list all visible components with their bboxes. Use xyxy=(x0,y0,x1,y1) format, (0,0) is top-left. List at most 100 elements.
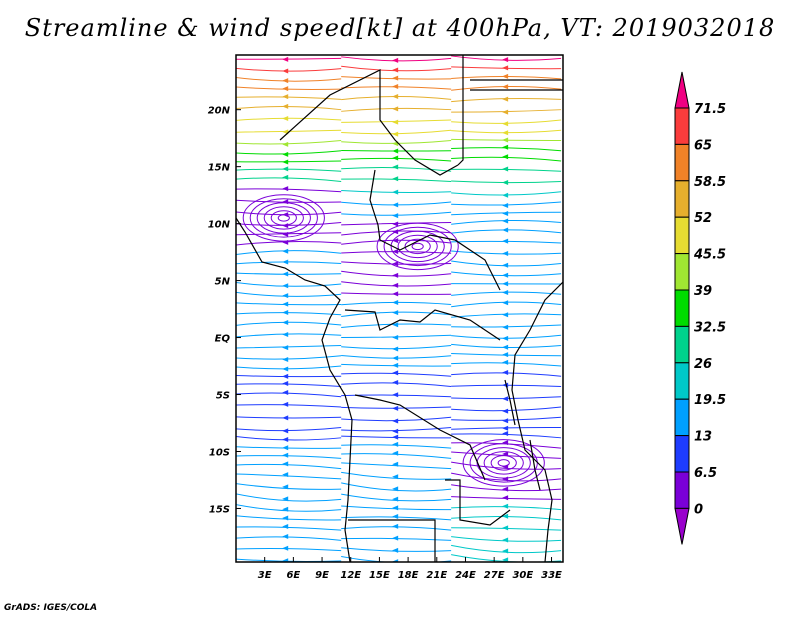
streamline-arrow xyxy=(502,431,509,437)
streamline-arrow xyxy=(282,496,289,502)
streamline-arrow xyxy=(502,202,509,208)
streamline-arrow xyxy=(392,272,399,278)
streamline-arrow xyxy=(502,324,509,330)
streamline-arrow xyxy=(392,148,399,154)
streamline-arrow xyxy=(392,346,399,352)
streamline-arrow xyxy=(502,335,509,341)
lon-tick-label: 12E xyxy=(340,570,361,581)
streamline-vortex xyxy=(376,222,459,271)
lon-tick-label: 30E xyxy=(512,570,533,581)
footer-credit: GrADS: IGES/COLA xyxy=(4,603,98,613)
streamline-arrow xyxy=(282,373,289,379)
streamline-arrow xyxy=(392,428,399,434)
streamline-arrow xyxy=(282,558,289,562)
streamline-vortex xyxy=(249,198,318,238)
border-congo xyxy=(344,309,501,481)
streamline-arrow xyxy=(392,249,399,255)
streamline-arrow xyxy=(282,68,289,74)
lon-tick-label: 33E xyxy=(541,570,562,581)
lat-tick-label: 20N xyxy=(208,106,231,117)
colorbar-label: 19.5 xyxy=(694,393,726,408)
streamline-arrow xyxy=(282,401,289,407)
border-angola xyxy=(348,479,511,562)
streamline-arrow xyxy=(282,259,289,265)
streamline-arrow xyxy=(392,299,399,305)
streamline-arrow xyxy=(282,357,289,363)
streamline-arrow xyxy=(282,115,289,121)
lon-tick-label: 27E xyxy=(484,570,505,581)
colorbar-segment xyxy=(674,143,690,182)
streamline-arrow xyxy=(282,283,289,289)
lon-tick-label: 15E xyxy=(369,570,390,581)
border-chad xyxy=(369,169,501,291)
streamline-arrow xyxy=(282,515,289,521)
streamline-arrow xyxy=(282,223,289,229)
streamline-arrow xyxy=(502,370,509,376)
streamline-arrow xyxy=(282,366,289,372)
streamline-vortex xyxy=(411,242,424,251)
streamline-arrow xyxy=(282,524,289,530)
streamline-arrow xyxy=(502,109,509,115)
streamline-arrow xyxy=(502,537,509,543)
streamline-arrow xyxy=(282,271,289,277)
streamline-arrow xyxy=(502,192,509,198)
streamline-arrow xyxy=(502,525,509,531)
streamline-arrow xyxy=(502,96,509,102)
streamline-arrow xyxy=(282,445,289,451)
streamline-arrow xyxy=(282,56,289,62)
streamline-vortex xyxy=(383,226,452,267)
lat-tick-label: 15S xyxy=(209,504,230,515)
lon-tick-label: 18E xyxy=(398,570,419,581)
streamline-arrow xyxy=(282,545,289,551)
lat-tick-label: 15N xyxy=(208,163,231,174)
streamline-arrow xyxy=(282,199,289,205)
coastline-west-africa xyxy=(236,217,353,562)
streamline-arrow xyxy=(392,523,399,529)
map-frame xyxy=(235,54,564,563)
streamline-arrow xyxy=(392,535,399,541)
streamline-arrow xyxy=(502,272,509,278)
streamline-arrow xyxy=(392,496,399,502)
streamline-arrow xyxy=(502,344,509,350)
streamline-arrow xyxy=(392,67,399,73)
colorbar-min-arrow xyxy=(674,507,690,545)
streamline-arrow xyxy=(282,78,289,84)
streamline-arrow xyxy=(502,281,509,287)
streamline-arrow xyxy=(502,300,509,306)
streamline-arrow xyxy=(282,309,289,315)
colorbar-label: 65 xyxy=(694,138,712,153)
streamline-arrow xyxy=(392,202,399,208)
streamline-arrow xyxy=(502,121,509,127)
streamline-arrow xyxy=(502,57,509,63)
streamline-arrow xyxy=(502,352,509,358)
coastline-east-africa xyxy=(511,281,563,562)
colorbar-label: 58.5 xyxy=(694,175,726,190)
colorbar-segment xyxy=(674,435,690,473)
streamline-arrow xyxy=(392,176,399,182)
streamline-arrow xyxy=(282,506,289,512)
border-north xyxy=(279,69,459,176)
lake-malawi xyxy=(529,439,541,491)
streamline-arrow xyxy=(502,154,509,160)
streamline-arrow xyxy=(392,392,399,398)
streamline-arrow xyxy=(282,533,289,539)
streamline-arrow xyxy=(502,166,509,172)
lake-tanganyika xyxy=(504,379,516,426)
lon-tick-label: 3E xyxy=(258,570,272,581)
colorbar-label: 13 xyxy=(694,430,712,445)
lon-tick-label: 24E xyxy=(455,570,476,581)
streamline-arrow xyxy=(502,144,509,150)
streamline-arrow xyxy=(282,380,289,386)
border-sudan xyxy=(470,79,563,91)
streamline-vortex xyxy=(277,214,290,222)
colorbar-label: 0 xyxy=(694,502,703,517)
streamline-arrow xyxy=(392,362,399,368)
lat-tick-label: 10S xyxy=(209,447,230,458)
streamline-arrow xyxy=(282,472,289,478)
streamline-arrow xyxy=(282,332,289,338)
streamline-arrow xyxy=(392,221,399,227)
streamline-vortex xyxy=(263,206,304,230)
streamline-arrow xyxy=(502,250,509,256)
streamline-arrow xyxy=(392,334,399,340)
